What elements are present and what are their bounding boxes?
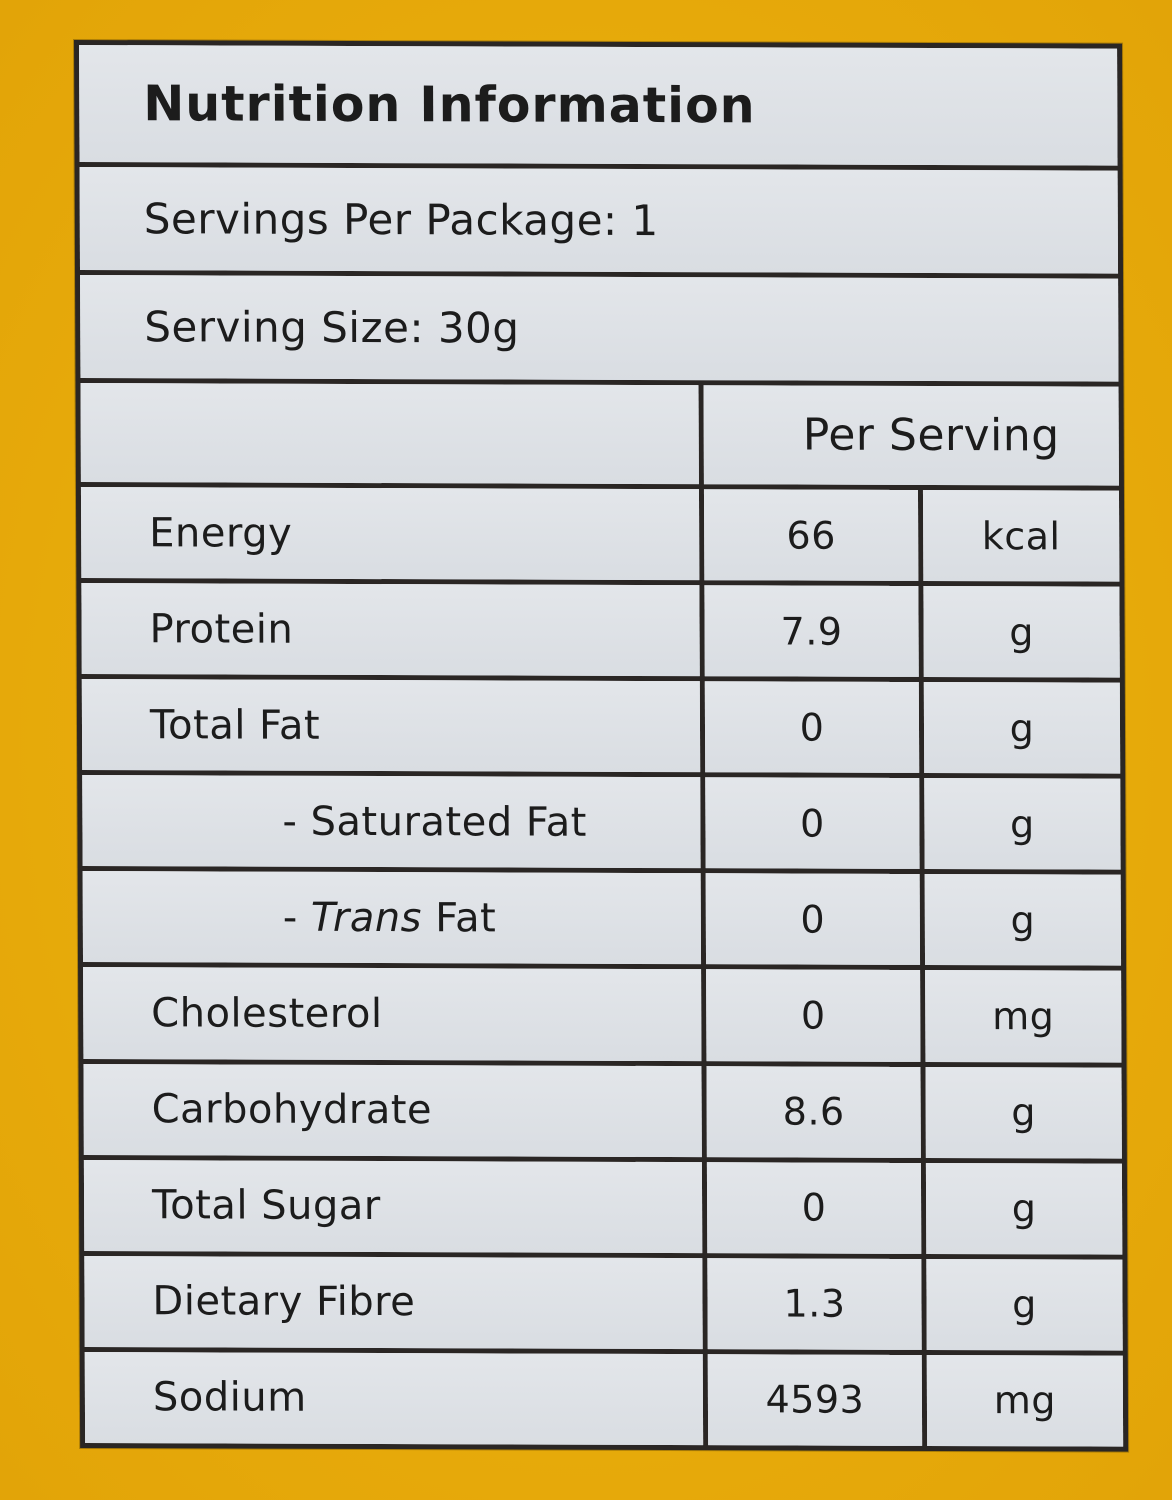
column-header-per-serving: Per Serving (703, 385, 1119, 486)
row-value-protein: 7.9 (704, 585, 919, 678)
row-label-dietary-fibre: Dietary Fibre (84, 1255, 703, 1350)
servings-per-package: Servings Per Package: 1 (79, 167, 1119, 274)
row-unit-energy: kcal (922, 489, 1120, 582)
nutrition-table: Nutrition Information Servings Per Packa… (79, 45, 1124, 1447)
row-label-cholesterol: Cholesterol (83, 967, 702, 1061)
row-unit-protein: g (923, 586, 1120, 678)
nutrition-label-panel: Nutrition Information Servings Per Packa… (74, 40, 1129, 1452)
row-label-sodium: Sodium (84, 1351, 704, 1446)
row-value-carbohydrate: 8.6 (706, 1065, 921, 1158)
row-value-energy: 66 (703, 489, 919, 582)
fat-text: Fat (421, 895, 497, 942)
row-value-trans-fat: 0 (705, 873, 921, 966)
row-label-carbohydrate: Carbohydrate (83, 1063, 702, 1157)
row-value-saturated-fat: 0 (705, 777, 920, 870)
row-unit-carbohydrate: g (925, 1066, 1122, 1159)
serving-size: Serving Size: 30g (80, 275, 1119, 382)
row-value-sodium: 4593 (707, 1354, 923, 1446)
indent-dash: - (282, 798, 311, 845)
row-value-cholesterol: 0 (706, 969, 921, 1062)
row-unit-saturated-fat: g (924, 778, 1121, 871)
row-label-total-fat: Total Fat (81, 679, 701, 773)
row-unit-dietary-fibre: g (926, 1258, 1123, 1351)
row-label-total-sugar: Total Sugar (83, 1159, 703, 1253)
row-value-total-fat: 0 (704, 681, 920, 774)
trans-italic-text: Trans (310, 894, 423, 942)
header-blank-cell (80, 383, 699, 485)
row-unit-cholesterol: mg (925, 970, 1122, 1063)
row-label-trans-fat: - Trans Fat (82, 871, 702, 965)
row-value-dietary-fibre: 1.3 (707, 1257, 922, 1350)
row-unit-trans-fat: g (924, 874, 1122, 967)
row-label-protein: Protein (81, 583, 700, 677)
row-unit-total-fat: g (923, 682, 1121, 774)
indent-dash: - (282, 894, 312, 941)
saturated-fat-text: Saturated Fat (310, 798, 588, 846)
row-value-total-sugar: 0 (706, 1161, 922, 1254)
row-label-saturated-fat: - Saturated Fat (82, 775, 701, 869)
row-unit-sodium: mg (926, 1354, 1124, 1447)
label-title: Nutrition Information (79, 45, 1118, 166)
row-unit-total-sugar: g (925, 1162, 1123, 1255)
row-label-energy: Energy (80, 487, 700, 581)
